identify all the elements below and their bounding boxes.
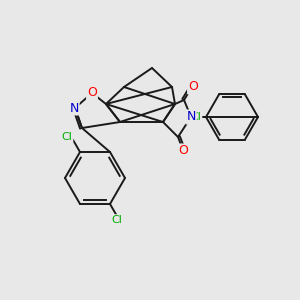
Text: O: O	[87, 86, 97, 100]
Text: Cl: Cl	[112, 215, 122, 225]
Text: Cl: Cl	[190, 112, 201, 122]
Text: O: O	[178, 145, 188, 158]
Text: N: N	[186, 110, 196, 124]
Text: Cl: Cl	[61, 132, 72, 142]
Text: N: N	[69, 101, 79, 115]
Text: O: O	[188, 80, 198, 94]
